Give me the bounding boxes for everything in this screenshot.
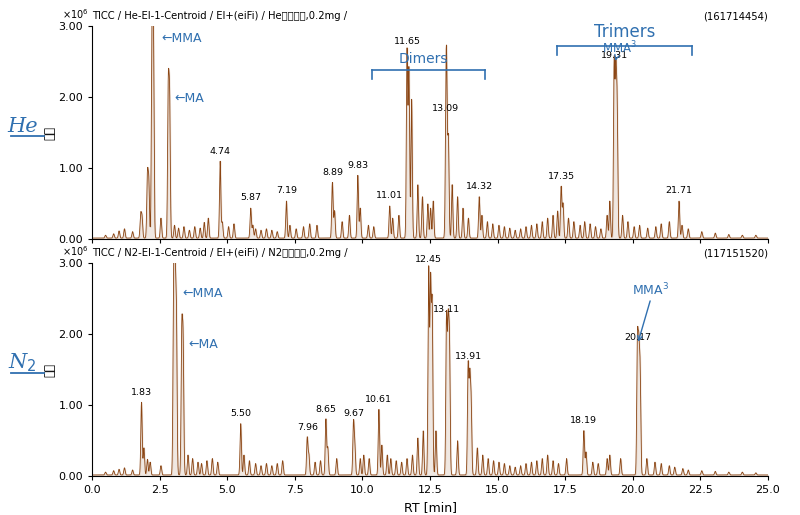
Text: 9.83: 9.83 [347,161,368,169]
Text: N$_2$: N$_2$ [8,352,37,374]
Text: 12.45: 12.45 [415,255,442,264]
Text: 13.91: 13.91 [454,352,482,361]
Text: $\times10^6$: $\times10^6$ [62,8,89,22]
Text: Dimers: Dimers [398,52,448,65]
Text: 13.11: 13.11 [433,305,460,314]
Text: 13.09: 13.09 [432,104,459,113]
Text: 1.83: 1.83 [131,388,152,397]
Text: He: He [7,117,38,135]
Text: (117151520): (117151520) [703,248,768,259]
Text: 21.71: 21.71 [666,186,693,195]
Y-axis label: 強度: 強度 [44,126,57,140]
Text: TICC / N2-EI-1-Centroid / EI+(eiFi) / N2キャリア,0.2mg /: TICC / N2-EI-1-Centroid / EI+(eiFi) / N2… [92,248,348,259]
Text: 7.96: 7.96 [297,423,318,432]
Text: 10.61: 10.61 [366,394,392,404]
Text: ←MMA: ←MMA [161,32,202,45]
Text: (161714454): (161714454) [703,11,768,22]
Text: 18.19: 18.19 [570,416,598,425]
Text: $\times10^6$: $\times10^6$ [62,245,89,259]
Text: 14.32: 14.32 [466,182,493,191]
Text: TICC / He-EI-1-Centroid / EI+(eiFi) / Heキャリア,0.2mg /: TICC / He-EI-1-Centroid / EI+(eiFi) / He… [92,11,347,22]
Text: MMA$^3$: MMA$^3$ [632,282,670,298]
Text: 9.67: 9.67 [343,409,364,418]
Text: MMA$^3$: MMA$^3$ [602,40,637,56]
Y-axis label: 強度: 強度 [44,363,57,376]
X-axis label: RT [min]: RT [min] [403,501,457,514]
Text: 11.65: 11.65 [394,37,421,46]
Text: ←MA: ←MA [174,92,204,105]
Text: 5.87: 5.87 [240,194,262,202]
Text: 8.65: 8.65 [315,405,336,414]
Text: 7.19: 7.19 [276,186,297,195]
Text: 17.35: 17.35 [547,172,574,181]
Text: 4.74: 4.74 [210,147,230,156]
Text: 11.01: 11.01 [376,191,403,200]
Text: Trimers: Trimers [594,23,655,41]
Text: ←MA: ←MA [189,338,218,351]
Text: 5.50: 5.50 [230,409,251,418]
Text: 20.17: 20.17 [624,333,651,342]
Text: 19.31: 19.31 [601,51,628,60]
Text: ←MMA: ←MMA [182,287,223,300]
Text: 8.89: 8.89 [322,168,343,177]
